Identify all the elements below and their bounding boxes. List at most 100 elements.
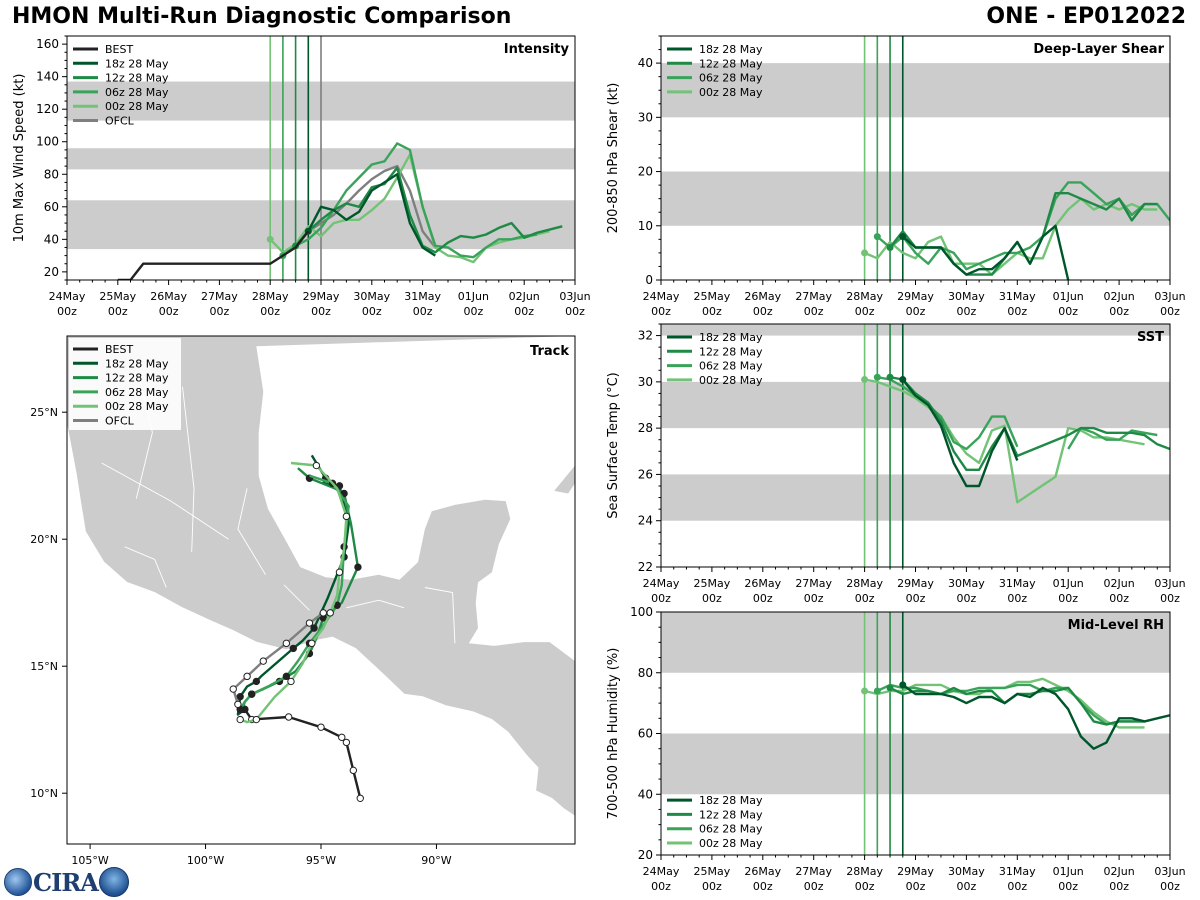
panel-title: SST bbox=[1137, 330, 1164, 345]
x-tick-date: 25May bbox=[99, 290, 136, 303]
x-tick-date: 29May bbox=[897, 290, 934, 303]
y-tick-label: 30 bbox=[638, 110, 653, 124]
y-tick-label: 60 bbox=[638, 727, 653, 741]
x-tick-hour: 00z bbox=[1109, 305, 1129, 318]
legend-label-12z-28-may: 12z 28 May bbox=[699, 345, 763, 358]
partner-globe-icon bbox=[98, 867, 129, 897]
x-tick-hour: 00z bbox=[311, 305, 331, 318]
x-tick-hour: 00z bbox=[1007, 305, 1027, 318]
legend-label-18z-28-may: 18z 28 May bbox=[699, 794, 763, 807]
panel-title: Deep-Layer Shear bbox=[1033, 42, 1164, 57]
x-tick-date: 30May bbox=[353, 290, 390, 303]
x-tick-date: 25May bbox=[694, 577, 731, 590]
track-line-best bbox=[243, 708, 362, 799]
track-point bbox=[284, 713, 293, 721]
x-tick-hour: 00z bbox=[957, 305, 977, 318]
series-12z-28-may bbox=[886, 684, 1145, 726]
y-tick-label: 28 bbox=[638, 421, 653, 435]
legend-label-ofcl: OFCL bbox=[105, 115, 135, 128]
x-tick-hour: 00z bbox=[651, 305, 671, 318]
x-tick-date: 27May bbox=[201, 290, 238, 303]
x-tick-date: 24May bbox=[643, 865, 680, 878]
panel-shear: 0 10 20 30 40 24May 00z 25May 00z 26May 00z 27May 00… bbox=[606, 35, 1186, 318]
panel-intensity: 20 40 60 80 100 120 140 160 24May 00z 25May 00z 26Ma… bbox=[12, 35, 591, 318]
state-border bbox=[346, 599, 405, 609]
track-point bbox=[243, 672, 251, 681]
legend-label-best: BEST bbox=[105, 43, 133, 56]
track-point bbox=[234, 700, 242, 708]
legend-label-00z-28-may: 00z 28 May bbox=[105, 400, 169, 413]
x-tick-date: 28May bbox=[846, 577, 883, 590]
globe-icon bbox=[4, 868, 32, 896]
x-tick-date: 01Jun bbox=[1053, 290, 1084, 303]
x-tick-hour: 00z bbox=[906, 305, 926, 318]
init-marker-12z-28-may bbox=[886, 373, 894, 381]
x-tick-date: 24May bbox=[643, 577, 680, 590]
x-tick-date: 26May bbox=[744, 577, 781, 590]
init-marker-18z-28-may bbox=[899, 233, 907, 241]
series-line-06z-28-may bbox=[877, 376, 1019, 451]
series-best bbox=[117, 230, 310, 280]
legend-label-00z-28-may: 00z 28 May bbox=[699, 374, 763, 387]
track-point bbox=[289, 644, 297, 653]
y-tick-label: 120 bbox=[36, 102, 59, 116]
state-border bbox=[237, 488, 266, 576]
x-tick-date: 26May bbox=[744, 290, 781, 303]
x-tick-hour: 00z bbox=[108, 305, 128, 318]
series-line-18z-28-may bbox=[307, 173, 436, 257]
init-marker-06z-28-may bbox=[873, 233, 881, 241]
series-line-18z-28-may bbox=[902, 683, 1170, 750]
x-tick-date: 31May bbox=[999, 577, 1036, 590]
threshold-band bbox=[661, 612, 1170, 673]
panel-sst: 22 24 26 28 30 32 24May 00z 25May 00z 26May 00z 27Ma… bbox=[606, 323, 1186, 605]
y-tick-label: 30 bbox=[638, 375, 653, 389]
x-tick-date: 02Jun bbox=[509, 290, 540, 303]
series-18z-28-may bbox=[899, 224, 1070, 280]
x-tick-date: 29May bbox=[303, 290, 340, 303]
x-tick-hour: 00z bbox=[651, 592, 671, 605]
y-tick-label: 20 bbox=[44, 265, 59, 279]
legend-background bbox=[69, 338, 181, 430]
series-line-06z-28-may bbox=[876, 683, 1145, 726]
legend-label-ofcl: OFCL bbox=[105, 415, 135, 428]
x-tick-hour: 00z bbox=[159, 305, 179, 318]
x-tick-date: 28May bbox=[846, 290, 883, 303]
track-point bbox=[282, 639, 291, 648]
track-point bbox=[326, 609, 334, 617]
legend-label-06z-28-may: 06z 28 May bbox=[699, 360, 763, 373]
legend-label-18z-28-may: 18z 28 May bbox=[105, 357, 169, 370]
track-point bbox=[342, 512, 351, 521]
track-ofcl bbox=[229, 609, 328, 708]
y-axis-label: 200-850 hPa Shear (kt) bbox=[606, 83, 621, 234]
x-tick-hour: 00z bbox=[1160, 880, 1180, 893]
x-tick-date: 03Jun bbox=[1154, 577, 1185, 590]
track-point bbox=[354, 563, 362, 571]
legend-label-00z-28-may: 00z 28 May bbox=[699, 86, 763, 99]
x-tick-date: 29May bbox=[897, 577, 934, 590]
legend-label-12z-28-may: 12z 28 May bbox=[105, 72, 169, 85]
legend-label-18z-28-may: 18z 28 May bbox=[699, 331, 763, 344]
track-point bbox=[287, 677, 295, 686]
x-tick-date: 25May bbox=[694, 290, 731, 303]
x-tick-date: 31May bbox=[999, 290, 1036, 303]
init-marker-00z-28-may bbox=[266, 235, 274, 243]
track-point bbox=[252, 677, 261, 686]
lon-tick-label: 105°W bbox=[71, 854, 108, 867]
x-tick-date: 01Jun bbox=[1053, 577, 1084, 590]
lon-tick-label: 100°W bbox=[187, 854, 224, 867]
x-tick-hour: 00z bbox=[651, 880, 671, 893]
series-18z-28-may bbox=[899, 681, 1170, 750]
legend-label-06z-28-may: 06z 28 May bbox=[105, 386, 169, 399]
x-tick-hour: 00z bbox=[1109, 592, 1129, 605]
state-border bbox=[101, 462, 229, 540]
threshold-band bbox=[661, 733, 1170, 795]
gulf-water bbox=[256, 336, 575, 662]
y-tick-label: 10 bbox=[638, 219, 653, 233]
y-tick-label: 22 bbox=[638, 560, 653, 574]
x-tick-date: 27May bbox=[795, 577, 832, 590]
cira-logo: CIRA bbox=[4, 866, 129, 898]
track-point bbox=[308, 639, 316, 648]
x-tick-date: 30May bbox=[948, 577, 985, 590]
track-point bbox=[229, 685, 237, 693]
series-line-00z-28-may bbox=[864, 197, 1158, 276]
